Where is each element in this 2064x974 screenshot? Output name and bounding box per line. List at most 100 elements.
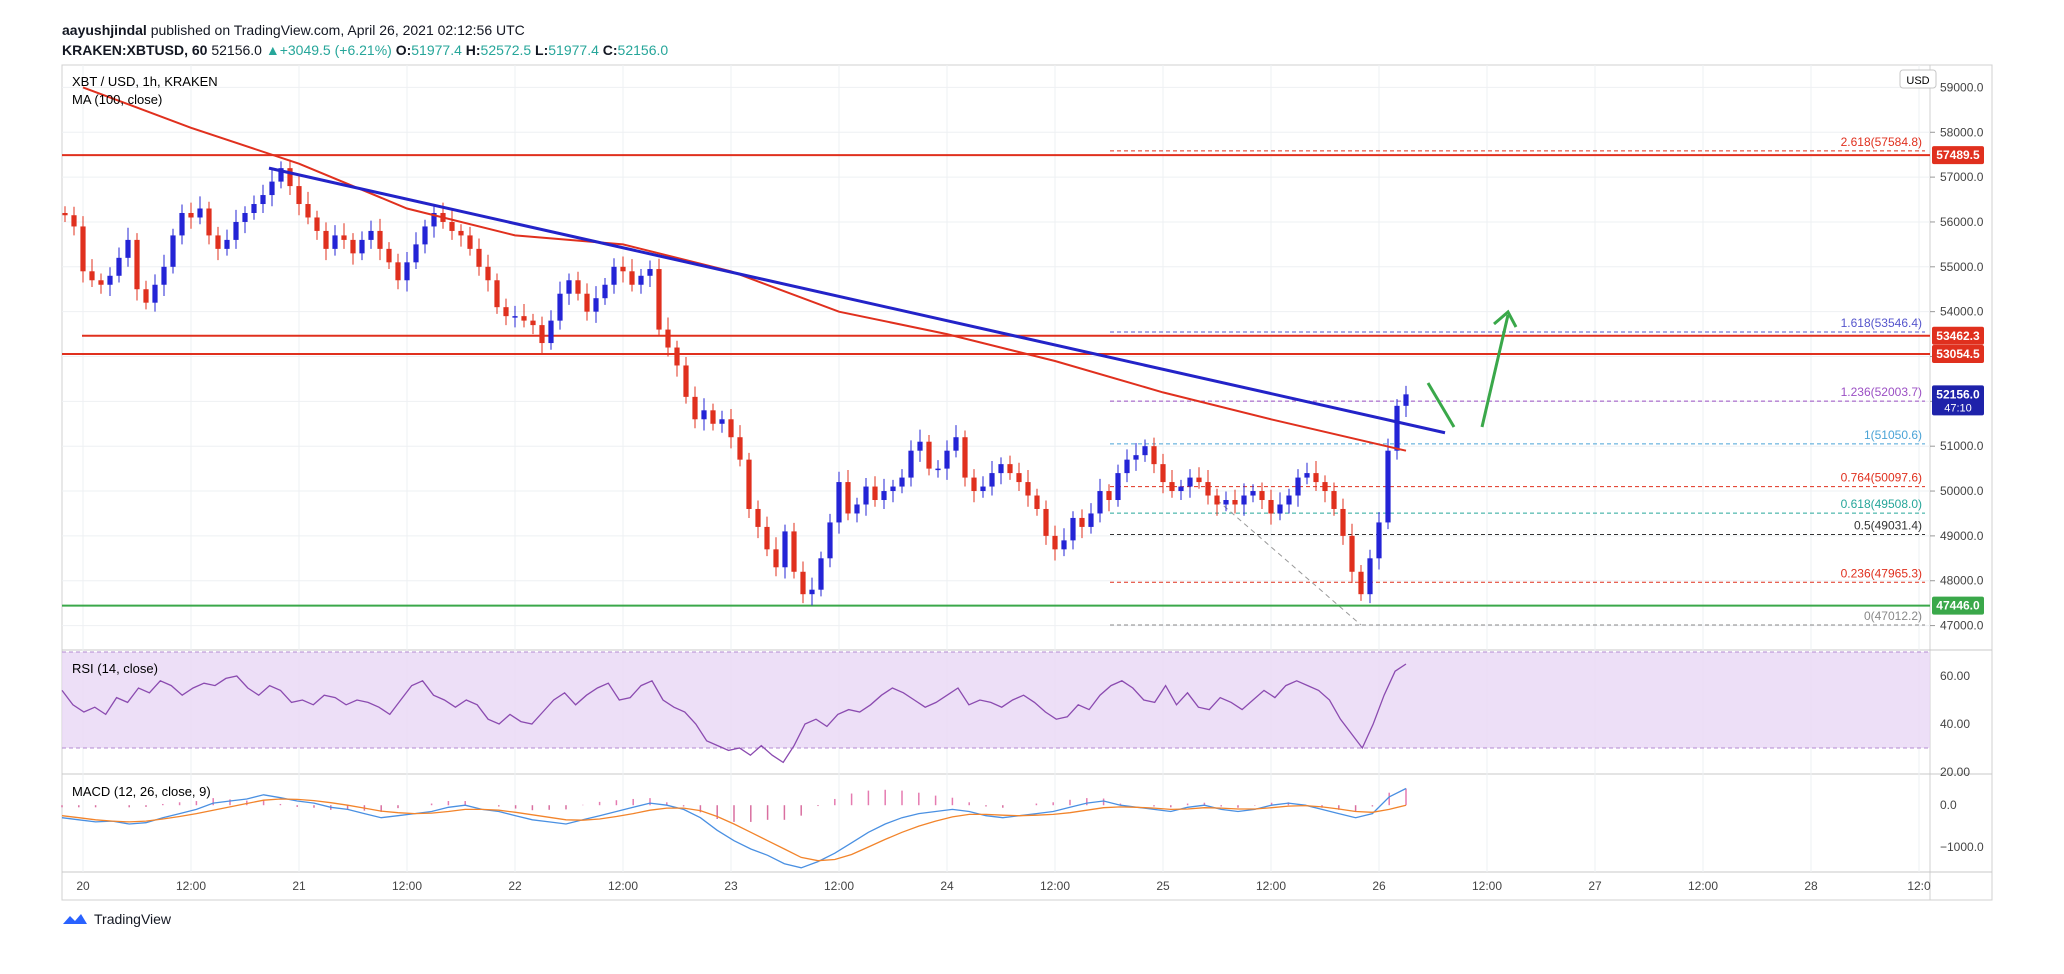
candle-body: [404, 262, 410, 281]
y-tick-label: 48000.0: [1940, 574, 1984, 588]
candle-body: [638, 275, 644, 285]
candle-body: [350, 239, 356, 254]
candle-body: [827, 522, 833, 559]
x-tick-label: 24: [940, 879, 954, 893]
candle-body: [1115, 473, 1121, 501]
candle-body: [908, 450, 914, 478]
x-tick-label: 12:00: [1472, 879, 1502, 893]
x-tick-label: 25: [1156, 879, 1170, 893]
price-tag: [1932, 385, 1984, 416]
y-tick-label: 57000.0: [1940, 170, 1984, 184]
x-tick-label: 28: [1804, 879, 1818, 893]
x-tick-label: 12:00: [1040, 879, 1070, 893]
candle-body: [557, 293, 563, 321]
currency-badge[interactable]: [1899, 69, 1937, 89]
candle-body: [98, 280, 104, 285]
candle-body: [584, 293, 590, 312]
outer-frame: [61, 64, 1993, 901]
price-tag: [1932, 345, 1984, 364]
candle-body: [782, 531, 788, 568]
price-tag-label: 57489.5: [1936, 148, 1980, 162]
candle-body: [1277, 504, 1283, 514]
candle-body: [710, 410, 716, 424]
candle-body: [647, 269, 653, 276]
bearish-trendline: [268, 166, 1446, 435]
candle-body: [1205, 482, 1211, 496]
candle-body: [89, 271, 95, 281]
candle-body: [512, 316, 518, 318]
candle-body: [1061, 540, 1067, 550]
candle-body: [1367, 558, 1373, 595]
candle-body: [494, 280, 500, 308]
candle-body: [539, 325, 545, 344]
candle-body: [170, 235, 176, 267]
candle-body: [728, 419, 734, 438]
countdown-label: 47:10: [1944, 402, 1972, 414]
candle-body: [746, 459, 752, 509]
candle-body: [368, 230, 374, 240]
rsi-legend: RSI (14, close): [72, 661, 158, 676]
low-label: L:: [535, 42, 549, 58]
candle-body: [242, 212, 248, 222]
axes: 20 12:00 21 12:00 22 12:00 23 12:00 24 12:00 25 12:…: [76, 80, 1984, 893]
price-tag: [1932, 146, 1984, 165]
candle-body: [449, 221, 455, 231]
candle-body: [215, 235, 221, 249]
candle-body: [1088, 513, 1094, 527]
y-tick-label: 49000.0: [1940, 529, 1984, 543]
author-name[interactable]: aayushjindal: [62, 22, 147, 38]
candle-body: [314, 217, 320, 231]
candle-body: [1142, 446, 1148, 456]
candle-body: [1241, 495, 1247, 505]
candle-body: [152, 284, 158, 303]
candle-body: [296, 186, 302, 205]
candle-body: [278, 168, 284, 182]
candle-body: [980, 486, 986, 492]
candle-body: [422, 226, 428, 245]
candle-body: [953, 437, 959, 451]
candle-body: [854, 504, 860, 514]
candle-body: [1322, 482, 1328, 492]
fib-label: 0.764(50097.6): [1841, 471, 1922, 485]
tradingview-logo[interactable]: TradingView: [62, 911, 171, 927]
candle-body: [233, 221, 239, 240]
candle-body: [1133, 455, 1139, 460]
y-tick-label: 55000.0: [1940, 260, 1984, 274]
x-tick-label: 20: [76, 879, 90, 893]
candle-body: [206, 208, 212, 236]
rsi-band: [62, 652, 1930, 748]
low-value: 51977.4: [548, 42, 599, 58]
candle-body: [737, 437, 743, 460]
candle-body: [692, 396, 698, 420]
high-label: H:: [465, 42, 481, 58]
candle-body: [1196, 477, 1202, 483]
y-tick-label: 47000.0: [1940, 619, 1984, 633]
fib-label: 0.236(47965.3): [1841, 566, 1922, 580]
x-tick-label: 12:00: [1688, 879, 1718, 893]
candle-body: [224, 239, 230, 249]
macd-pane: [61, 787, 1407, 869]
open-label: O:: [395, 42, 412, 58]
candle-body: [998, 464, 1004, 474]
candle-body: [467, 235, 473, 249]
candle-body: [1394, 405, 1400, 451]
candle-body: [1358, 571, 1364, 595]
symbol-name: KRAKEN:XBTUSD, 60: [62, 42, 208, 58]
last-price: 52156.0: [211, 42, 262, 58]
fib-label: 2.618(57584.8): [1841, 135, 1922, 149]
candle-body: [683, 365, 689, 397]
fib-anchor-line: [1216, 499, 1362, 626]
candle-body: [431, 212, 437, 227]
candle-body: [323, 230, 329, 249]
candle-body: [1232, 500, 1238, 505]
candle-body: [1259, 491, 1265, 501]
y-tick-label: 50000.0: [1940, 484, 1984, 498]
high-value: 52572.5: [480, 42, 532, 58]
upside-arrow: [1480, 314, 1510, 428]
candle-body: [1403, 394, 1409, 406]
candle-body: [1187, 477, 1193, 487]
candle-body: [161, 266, 167, 285]
candle-body: [602, 284, 608, 299]
y-tick-label: 58000.0: [1940, 125, 1984, 139]
